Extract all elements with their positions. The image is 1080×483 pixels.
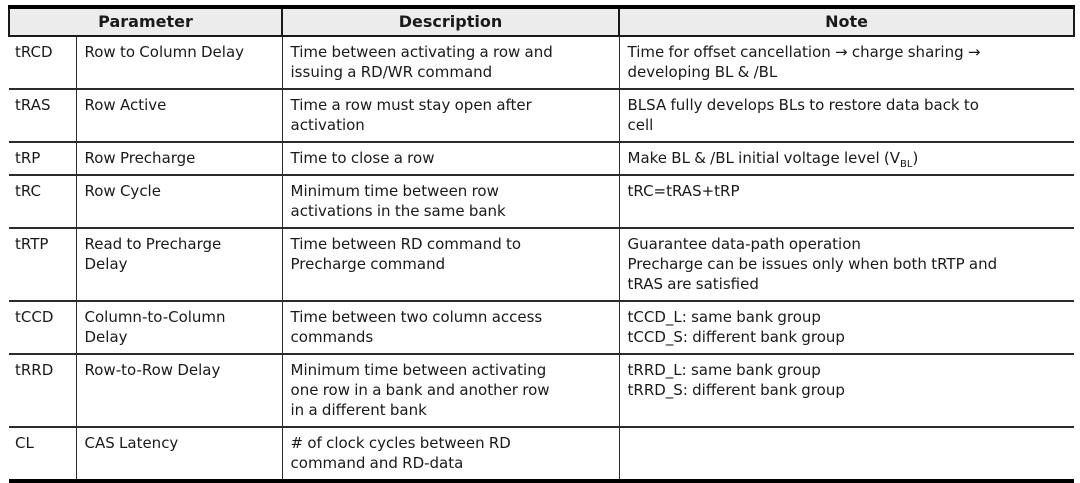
- param-note-cell: tRRD_L: same bank group tRRD_S: differen…: [618, 353, 1075, 428]
- param-description-cell: Time between activating a row and issuin…: [281, 35, 620, 90]
- param-abbr-cell: tRP: [9, 141, 77, 176]
- param-description-cell: Time to close a row: [281, 141, 620, 176]
- param-abbr-cell: tRAS: [9, 88, 77, 143]
- param-name-cell: Row-to-Row Delay: [75, 353, 283, 428]
- header-row: Parameter Description Note: [7, 6, 1076, 37]
- param-abbr-cell: tCCD: [9, 300, 77, 355]
- param-name-cell: Row Cycle: [75, 174, 283, 229]
- param-abbr-cell: CL: [9, 426, 77, 482]
- table-row: tRP Row Precharge Time to close a row Ma…: [9, 141, 1075, 176]
- param-note-cell: tCCD_L: same bank group tCCD_S: differen…: [618, 300, 1075, 355]
- param-note-cell: Guarantee data-path operation Precharge …: [618, 227, 1075, 302]
- table-row: tRCD Row to Column Delay Time between ac…: [9, 35, 1075, 90]
- param-name-cell: Row Precharge: [75, 141, 283, 176]
- param-name-cell: Column-to-Column Delay: [75, 300, 283, 355]
- column-header-note: Note: [618, 6, 1076, 37]
- param-description-cell: Time a row must stay open after activati…: [281, 88, 620, 143]
- param-description-cell: Time between two column access commands: [281, 300, 620, 355]
- param-name-cell: Read to Precharge Delay: [75, 227, 283, 302]
- param-description-cell: Minimum time between activating one row …: [281, 353, 620, 428]
- column-header-description: Description: [281, 6, 621, 37]
- param-description-cell: Time between RD command to Precharge com…: [281, 227, 620, 302]
- param-abbr-cell: tRRD: [9, 353, 77, 428]
- column-header-parameter: Parameter: [7, 6, 284, 37]
- table-row: CL CAS Latency # of clock cycles between…: [9, 426, 1075, 482]
- table-row: tRTP Read to Precharge Delay Time betwee…: [9, 227, 1075, 302]
- param-name-cell: Row to Column Delay: [75, 35, 283, 90]
- table-body: tRCD Row to Column Delay Time between ac…: [9, 35, 1075, 482]
- table-row: tRRD Row-to-Row Delay Minimum time betwe…: [9, 353, 1075, 428]
- table-row: tRC Row Cycle Minimum time between row a…: [9, 174, 1075, 229]
- table-row: tCCD Column-to-Column Delay Time between…: [9, 300, 1075, 355]
- param-description-cell: Minimum time between row activations in …: [281, 174, 620, 229]
- param-note-cell: tRC=tRAS+tRP: [618, 174, 1075, 229]
- dram-timing-parameters-table: Parameter Description Note tRCD Row to C…: [7, 5, 1076, 483]
- param-note-cell: [618, 426, 1075, 482]
- table-row: tRAS Row Active Time a row must stay ope…: [9, 88, 1075, 143]
- param-note-cell: Time for offset cancellation → charge sh…: [618, 35, 1075, 90]
- param-name-cell: CAS Latency: [75, 426, 283, 482]
- subscript: BL: [900, 159, 913, 170]
- param-name-cell: Row Active: [75, 88, 283, 143]
- param-abbr-cell: tRC: [9, 174, 77, 229]
- param-note-cell: Make BL & /BL initial voltage level (VBL…: [618, 141, 1075, 176]
- dram-timing-table-container: Parameter Description Note tRCD Row to C…: [7, 5, 1076, 483]
- param-description-cell: # of clock cycles between RD command and…: [281, 426, 620, 482]
- param-note-cell: BLSA fully develops BLs to restore data …: [618, 88, 1075, 143]
- param-abbr-cell: tRCD: [9, 35, 77, 90]
- param-abbr-cell: tRTP: [9, 227, 77, 302]
